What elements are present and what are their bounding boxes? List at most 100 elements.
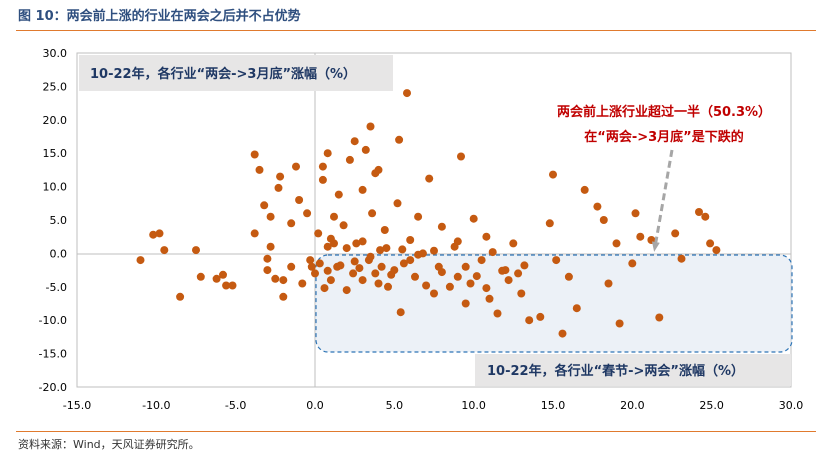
scatter-point <box>361 145 370 154</box>
scatter-point <box>504 276 513 285</box>
y-tick-label: 0.0 <box>50 247 68 260</box>
scatter-point <box>604 279 613 288</box>
scatter-point <box>514 269 523 278</box>
scatter-point <box>461 299 470 308</box>
scatter-point <box>631 209 640 218</box>
scatter-point <box>628 259 637 268</box>
scatter-point <box>395 135 404 144</box>
scatter-point <box>457 152 465 161</box>
y-tick-labels: 30.0 25.0 20.0 15.0 10.0 5.0 0.0 -5.0 -10.0 -15.0… <box>39 47 67 394</box>
scatter-point <box>398 245 407 254</box>
scatter-point <box>430 289 438 298</box>
scatter-point <box>315 259 324 268</box>
scatter-point <box>307 262 316 271</box>
annotation-line-1: 两会前上涨行业超过一半（50.3%） <box>557 104 771 120</box>
scatter-point <box>437 268 446 277</box>
scatter-point <box>403 89 411 98</box>
scatter-point <box>323 266 332 275</box>
scatter-point <box>250 229 259 238</box>
scatter-point <box>155 229 164 238</box>
scatter-point <box>342 244 351 253</box>
scatter-point <box>350 257 359 266</box>
scatter-point <box>453 237 462 246</box>
scatter-point <box>318 175 327 184</box>
scatter-point <box>382 244 391 253</box>
scatter-point <box>222 281 231 290</box>
scatter-point <box>482 232 491 241</box>
scatter-point <box>545 219 554 228</box>
scatter-point <box>701 212 710 221</box>
x-tick-label: 20.0 <box>620 399 645 412</box>
scatter-point <box>406 236 415 244</box>
scatter-point <box>671 229 680 238</box>
scatter-point <box>477 256 486 265</box>
scatter-point <box>384 282 392 291</box>
scatter-point <box>314 229 323 238</box>
scatter-point <box>517 289 526 298</box>
scatter-point <box>572 304 581 313</box>
scatter-point <box>466 279 475 288</box>
scatter-point <box>345 155 354 164</box>
bottom-rule <box>16 431 816 432</box>
scatter-point <box>318 162 327 171</box>
scatter-point <box>323 242 332 251</box>
scatter-point <box>677 254 686 263</box>
scatter-point <box>396 308 405 317</box>
scatter-point <box>493 309 502 318</box>
scatter-point <box>250 150 259 159</box>
scatter-point <box>430 246 438 255</box>
scatter-point <box>355 264 364 273</box>
x-tick-label: 10.0 <box>461 399 486 412</box>
scatter-point <box>636 232 645 241</box>
scatter-point <box>371 169 380 178</box>
scatter-point <box>255 165 264 174</box>
scatter-point <box>349 269 358 278</box>
scatter-point <box>326 234 335 243</box>
scatter-point <box>445 282 454 291</box>
y-tick-label: 20.0 <box>43 114 68 127</box>
y-axis-label-box <box>79 55 393 91</box>
scatter-point <box>276 172 285 181</box>
scatter-point <box>339 221 348 230</box>
scatter-point <box>358 276 367 285</box>
scatter-point <box>311 269 319 278</box>
x-tick-label: 25.0 <box>699 399 724 412</box>
scatter-point <box>612 239 621 248</box>
annotation-line-2: 在“两会->3月底”是下跌的 <box>584 129 743 145</box>
scatter-point <box>422 281 431 290</box>
scatter-point <box>374 279 383 288</box>
scatter-point <box>306 256 315 265</box>
scatter-point <box>320 284 329 293</box>
x-tick-label: 15.0 <box>541 399 566 412</box>
scatter-point <box>192 246 200 255</box>
scatter-point <box>342 286 351 295</box>
y-axis-label-text: 10-22年，各行业“两会->3月底”涨幅（%） <box>90 66 356 82</box>
scatter-point <box>393 199 402 208</box>
scatter-point <box>615 319 624 328</box>
scatter-point <box>482 284 491 293</box>
x-tick-label: -5.0 <box>225 399 246 412</box>
y-tick-label: 15.0 <box>43 147 68 160</box>
scatter-point <box>371 269 380 278</box>
scatter-point <box>368 209 377 218</box>
data-points <box>136 89 721 338</box>
scatter-point <box>149 230 158 239</box>
y-tick-label: 10.0 <box>43 181 68 194</box>
y-tick-label: -20.0 <box>39 381 67 394</box>
scatter-point <box>366 252 375 261</box>
scatter-point <box>219 270 227 279</box>
scatter-point <box>330 212 338 221</box>
scatter-point <box>599 216 608 224</box>
scatter-point <box>279 276 288 285</box>
scatter-point <box>176 292 185 301</box>
scatter-point <box>279 292 288 301</box>
scatter-point <box>263 266 272 275</box>
y-tick-label: -5.0 <box>46 281 67 294</box>
scatter-point <box>695 208 703 216</box>
scatter-point <box>647 236 656 244</box>
scatter-point <box>298 279 307 288</box>
scatter-point <box>425 174 434 183</box>
scatter-point <box>520 261 529 270</box>
scatter-point <box>461 262 470 271</box>
